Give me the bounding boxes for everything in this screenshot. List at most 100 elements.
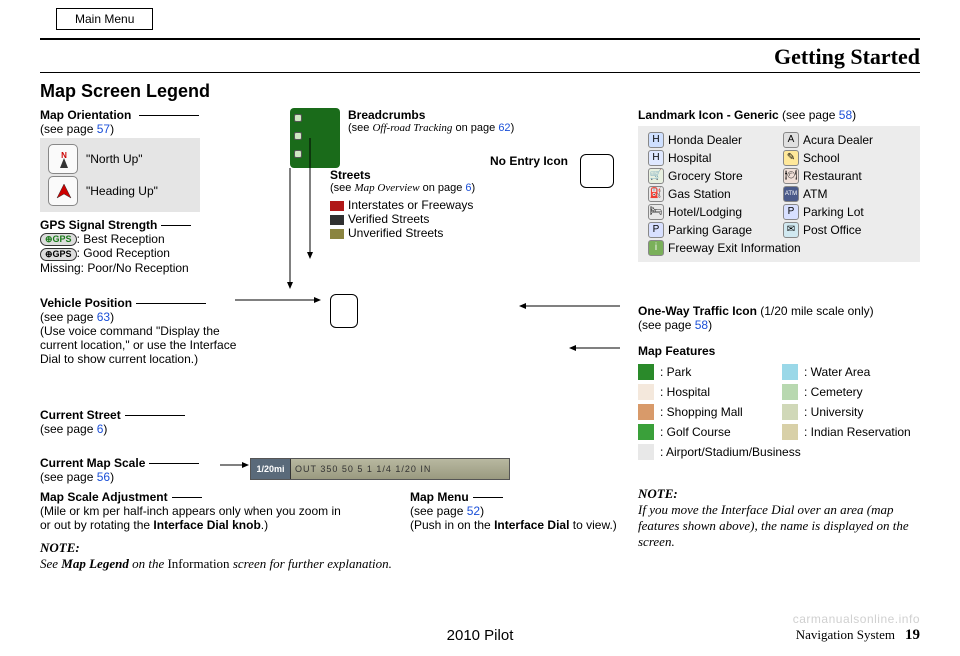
feature-item: : Water Area [782, 364, 918, 380]
landmark-item: ✎ School [783, 150, 910, 166]
no-entry-icon [580, 154, 614, 188]
landmark-icon: i [648, 240, 664, 256]
ref-close: ) [110, 122, 114, 136]
feature-swatch [782, 364, 798, 380]
ow-close: ) [708, 318, 712, 332]
feature-label: : Airport/Stadium/Business [660, 445, 801, 459]
scale-adj-desc: (Mile or km per half-inch appears only w… [40, 504, 350, 532]
legend-content: Map Orientation (see page 57) N "North U… [40, 108, 920, 588]
landmark-label: Restaurant [803, 169, 862, 183]
gps-good-icon: ⊕GPS [40, 248, 77, 261]
footer-model: 2010 Pilot [447, 627, 514, 644]
landmark-icon: ⛽ [648, 186, 664, 202]
scale-ticks: OUT 350 50 5 1 1/4 1/20 IN [291, 464, 509, 474]
feature-label: : Cemetery [804, 385, 863, 399]
landmark-icon: P [648, 222, 664, 238]
streets-title: Streets [330, 168, 540, 182]
landmark-item: 🛏Hotel/Lodging [648, 204, 775, 220]
street-label: Verified Streets [348, 212, 429, 226]
landmark-icon: P [783, 204, 799, 220]
cms-ref: (see page [40, 470, 97, 484]
mm-ref: (see page [410, 504, 467, 518]
street-swatch [330, 229, 344, 239]
landmark-item: ATMATM [783, 186, 910, 202]
ow-ref: (see page [638, 318, 695, 332]
landmark-item: PParking Lot [783, 204, 910, 220]
section-title: Map Screen Legend [40, 81, 920, 102]
oneway-heading: One-Way Traffic Icon (1/20 mile scale on… [638, 304, 928, 318]
page-link-52[interactable]: 52 [467, 504, 480, 518]
feature-item: : Cemetery [782, 384, 918, 400]
sub-rule [40, 72, 920, 73]
feature-swatch [782, 404, 798, 420]
landmark-icon: H [648, 132, 664, 148]
page-header: Getting Started [40, 44, 920, 70]
feature-swatch [638, 444, 654, 460]
landmark-label: ATM [803, 187, 827, 201]
feature-swatch [638, 424, 654, 440]
landmark-label: School [803, 151, 840, 165]
breadcrumbs-title: Breadcrumbs [348, 108, 588, 122]
feature-label: : Shopping Mall [660, 405, 743, 419]
page-link-62[interactable]: 62 [498, 122, 510, 134]
cs-close: ) [103, 422, 107, 436]
street-swatch [330, 215, 344, 225]
streets-ref: (see Map Overview on page 6) [330, 182, 540, 194]
cms-close: ) [110, 470, 114, 484]
feature-swatch [638, 364, 654, 380]
north-up-icon: N [48, 144, 78, 174]
note-right: NOTE: If you move the Interface Dial ove… [638, 486, 920, 550]
feature-swatch [638, 404, 654, 420]
current-street-title: Current Street [40, 408, 121, 422]
vehicle-pos-title: Vehicle Position [40, 296, 132, 310]
landmark-label: Grocery Store [668, 169, 743, 183]
page-link-56[interactable]: 56 [97, 470, 110, 484]
watermark: carmanualsonline.info [793, 612, 920, 626]
landmark-item: HHonda Dealer [648, 132, 775, 148]
feature-label: : Indian Reservation [804, 425, 911, 439]
landmark-panel: HHonda DealerAAcura DealerHHospital✎Scho… [638, 126, 920, 262]
page-link-58b[interactable]: 58 [695, 318, 708, 332]
landmark-item: PParking Garage [648, 222, 775, 238]
feature-item: : Golf Course [638, 424, 774, 440]
feature-item: : Park [638, 364, 774, 380]
landmark-icon: ✎ [783, 150, 799, 166]
footer-right: Navigation System19 [796, 627, 920, 644]
feature-label: : Hospital [660, 385, 710, 399]
landmark-icon: H [648, 150, 664, 166]
landmark-icon: ✉ [783, 222, 799, 238]
map-features-title: Map Features [638, 344, 928, 358]
landmark-label: Gas Station [668, 187, 731, 201]
page-link-57[interactable]: 57 [97, 122, 110, 136]
feature-label: : Park [660, 365, 691, 379]
placeholder-box [330, 294, 358, 328]
gps-missing-label: Missing: Poor/No Reception [40, 261, 260, 275]
heading-up-icon [48, 176, 78, 206]
map-menu-title: Map Menu [410, 490, 469, 504]
street-type-row: Unverified Streets [330, 226, 540, 240]
landmark-item: ✉ Post Office [783, 222, 910, 238]
landmark-item: i Freeway Exit Information [648, 240, 910, 256]
north-up-label: "North Up" [86, 152, 143, 166]
scale-cap: 1/20mi [251, 459, 291, 479]
map-orientation-title: Map Orientation [40, 108, 131, 122]
map-orientation-ref: (see page [40, 122, 97, 136]
street-label: Unverified Streets [348, 226, 443, 240]
feature-item: : Indian Reservation [782, 424, 918, 440]
no-entry-label: No Entry Icon [490, 154, 568, 168]
page-link-58a[interactable]: 58 [839, 108, 852, 122]
heading-up-label: "Heading Up" [86, 184, 158, 198]
gps-best-label: : Best Reception [77, 232, 165, 246]
breadcrumb-map-icon [290, 108, 340, 168]
page-link-63[interactable]: 63 [97, 310, 110, 324]
gps-best-icon: ⊕GPS [40, 233, 77, 246]
scale-bar: 1/20mi OUT 350 50 5 1 1/4 1/20 IN [250, 458, 510, 480]
cs-ref: (see page [40, 422, 97, 436]
landmark-label: Post Office [803, 223, 861, 237]
vehicle-pos-desc: (Use voice command "Display the current … [40, 324, 250, 366]
main-menu-button[interactable]: Main Menu [56, 8, 153, 30]
landmark-label: Freeway Exit Information [668, 241, 801, 255]
feature-label: : University [804, 405, 863, 419]
landmark-icon: 🍽 [783, 168, 799, 184]
landmark-icon: A [783, 132, 799, 148]
